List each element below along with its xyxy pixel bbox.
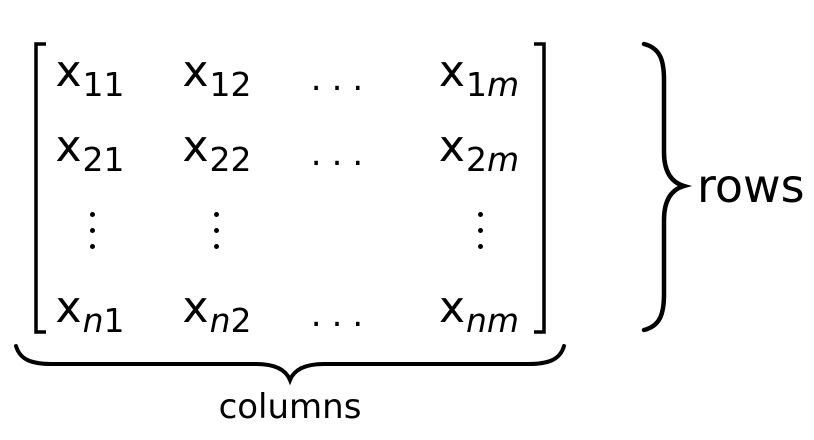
matrix-cell-1-2: x12	[182, 46, 252, 104]
matrix-cell-2-1: x21	[55, 121, 125, 179]
columns-curly-brace	[14, 344, 566, 386]
matrix-cell-1-m: x1m	[438, 46, 520, 104]
matrix-cell-n-1: xn1	[55, 282, 125, 340]
rows-label: rows	[697, 159, 805, 213]
columns-label: columns	[218, 387, 362, 427]
rows-curly-brace	[641, 41, 693, 333]
matrix-vdots-col-2	[214, 212, 220, 260]
left-square-bracket	[34, 42, 46, 334]
matrix-cell-n-m: xnm	[438, 282, 520, 340]
right-square-bracket	[534, 42, 546, 334]
matrix-vdots-col-m	[478, 212, 484, 260]
matrix-hdots-2: ...	[310, 134, 374, 174]
matrix-cell-1-1: x11	[55, 46, 125, 104]
matrix-hdots-1: ...	[310, 59, 374, 99]
matrix-cell-2-2: x22	[182, 121, 252, 179]
matrix-hdots-n: ...	[310, 295, 374, 335]
matrix-cell-n-2: xn2	[182, 282, 252, 340]
matrix-cell-2-m: x2m	[438, 121, 520, 179]
matrix-vdots-col-1	[90, 212, 96, 260]
